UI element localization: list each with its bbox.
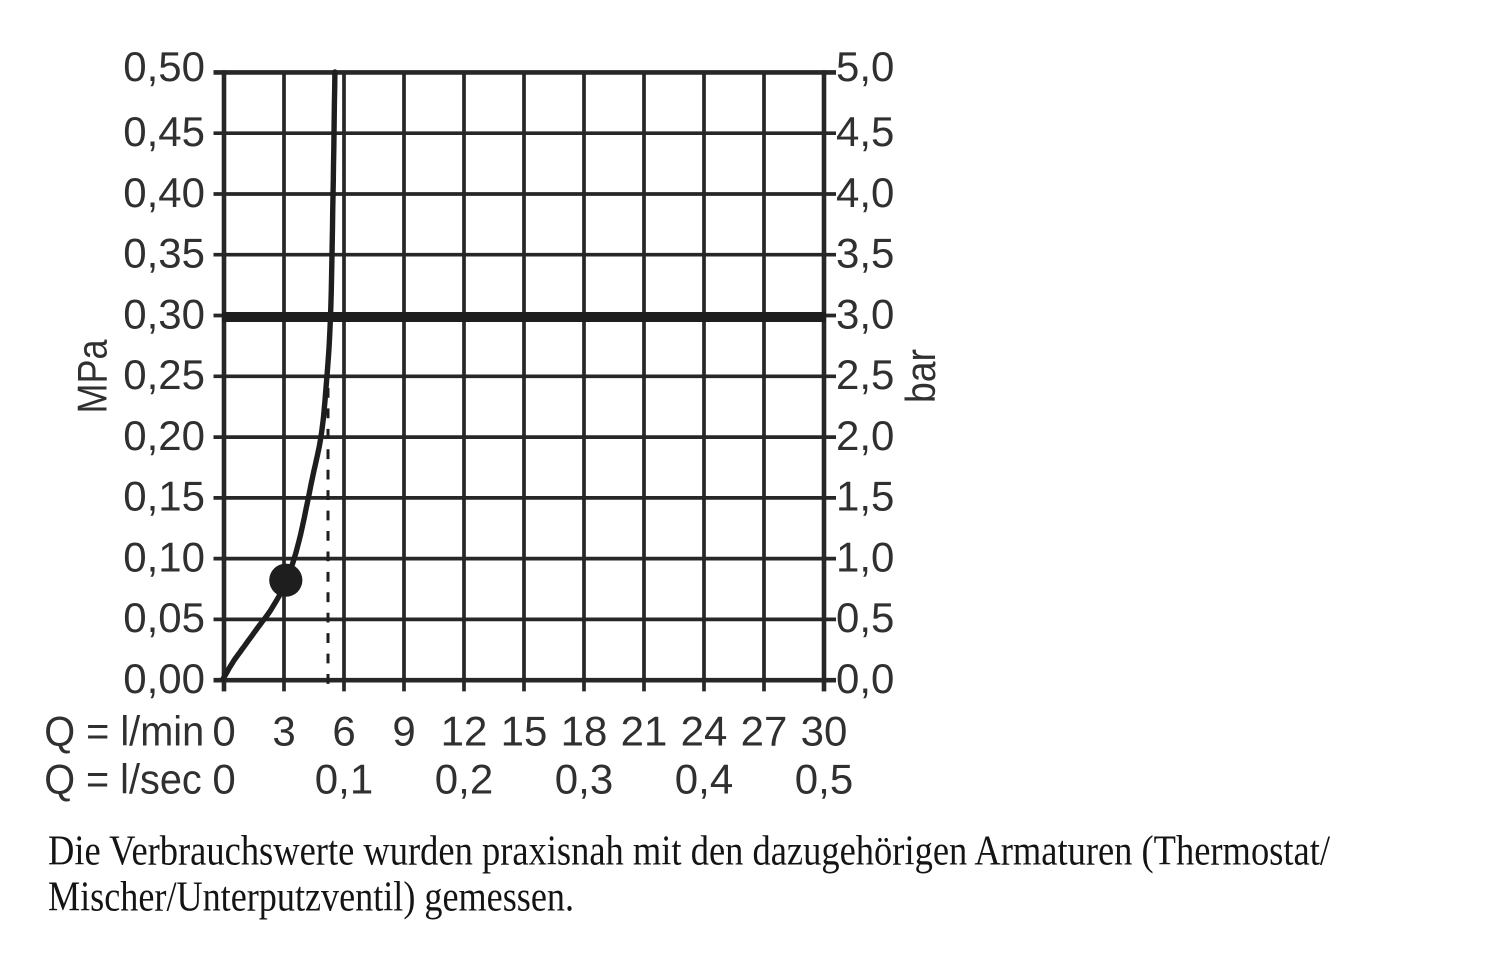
svg-text:0: 0 [212, 756, 235, 803]
svg-text:MPa: MPa [69, 339, 116, 414]
svg-text:0,10: 0,10 [123, 534, 205, 581]
svg-text:21: 21 [621, 708, 668, 755]
svg-text:0,25: 0,25 [123, 351, 205, 398]
svg-text:15: 15 [501, 708, 548, 755]
svg-text:0,3: 0,3 [555, 756, 613, 803]
svg-text:0,4: 0,4 [675, 756, 733, 803]
svg-text:0,5: 0,5 [836, 594, 894, 641]
svg-text:30: 30 [801, 708, 848, 755]
svg-text:Q = l/min: Q = l/min [44, 708, 204, 755]
svg-text:0,05: 0,05 [123, 594, 205, 641]
svg-text:0,2: 0,2 [435, 756, 493, 803]
svg-text:24: 24 [681, 708, 728, 755]
svg-text:0,35: 0,35 [123, 230, 205, 277]
svg-text:0: 0 [212, 708, 235, 755]
svg-text:4,0: 4,0 [836, 169, 894, 216]
svg-text:1,5: 1,5 [836, 473, 894, 520]
svg-text:12: 12 [441, 708, 488, 755]
svg-text:3,5: 3,5 [836, 230, 894, 277]
svg-text:0,50: 0,50 [123, 43, 205, 90]
svg-text:0,45: 0,45 [123, 108, 205, 155]
svg-text:27: 27 [741, 708, 788, 755]
svg-text:Mischer/Unterputzventil) gemes: Mischer/Unterputzventil) gemessen. [48, 875, 574, 921]
svg-text:4,5: 4,5 [836, 108, 894, 155]
svg-text:0,40: 0,40 [123, 169, 205, 216]
svg-text:0,0: 0,0 [836, 655, 894, 702]
svg-text:bar: bar [897, 349, 944, 403]
svg-text:3: 3 [272, 708, 295, 755]
svg-text:0,30: 0,30 [123, 290, 205, 337]
svg-text:0,5: 0,5 [795, 756, 853, 803]
svg-text:1,0: 1,0 [836, 534, 894, 581]
svg-text:2,0: 2,0 [836, 412, 894, 459]
svg-text:0,20: 0,20 [123, 412, 205, 459]
svg-text:3,0: 3,0 [836, 290, 894, 337]
svg-text:2,5: 2,5 [836, 351, 894, 398]
svg-text:0,15: 0,15 [123, 473, 205, 520]
svg-text:9: 9 [392, 708, 415, 755]
svg-text:Die Verbrauchswerte wurden pra: Die Verbrauchswerte wurden praxisnah mit… [48, 829, 1330, 875]
svg-text:18: 18 [561, 708, 608, 755]
svg-text:6: 6 [332, 708, 355, 755]
svg-text:5,0: 5,0 [836, 43, 894, 90]
svg-text:0,00: 0,00 [123, 655, 205, 702]
svg-text:0,1: 0,1 [315, 756, 373, 803]
svg-text:Q = l/sec: Q = l/sec [44, 756, 202, 803]
